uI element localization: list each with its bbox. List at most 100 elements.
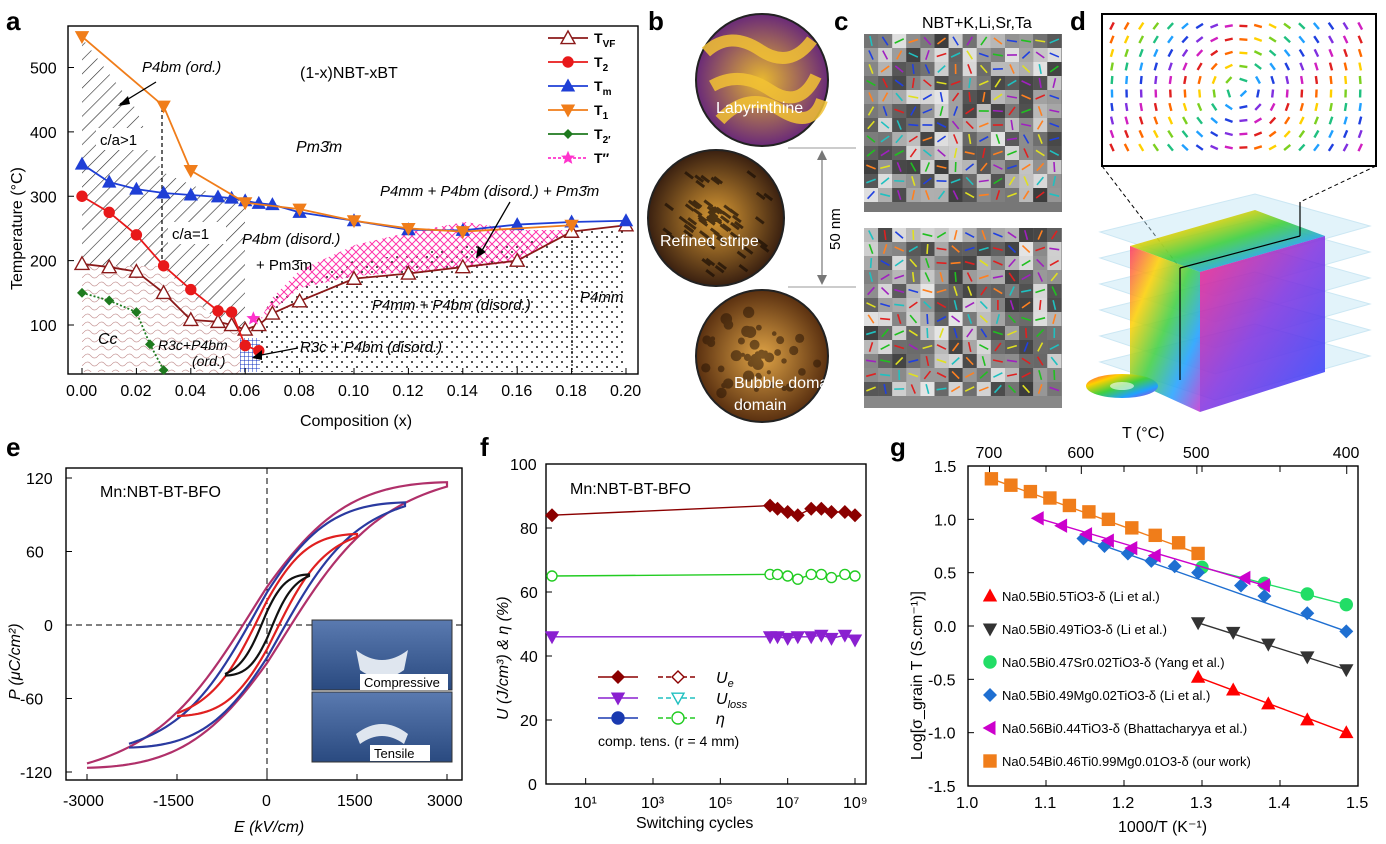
data-point [1256,578,1270,593]
inset-label-bg [360,674,448,690]
polar-arrow [923,79,932,87]
polar-arrow [1036,120,1044,130]
polar-arrow [880,302,891,308]
polar-arrow [1239,105,1248,109]
polar-arrow [894,344,905,350]
polar-arrow [1239,77,1248,83]
polar-arrow [1254,103,1262,111]
polar-arrow [1255,75,1261,85]
bubble-mark [737,337,745,345]
polar-arrow [924,64,931,74]
legend-label: Na0.5Bi0.49Mg0.02TiO3-δ (Li et al.) [1002,688,1210,703]
stripe-mark [694,174,705,183]
polar-arrow [992,232,1003,238]
polar-arrow [1152,35,1159,44]
polar-arrow [880,359,891,363]
data-point [101,258,118,274]
data-point [74,31,90,45]
polar-arrow [1181,35,1189,44]
polar-arrow [1052,299,1057,311]
legend-label: Tm [594,78,612,98]
y-tick-label: 0 [528,777,537,794]
polar-arrow [1283,35,1291,44]
polar-arrow [867,190,875,200]
data-point [129,181,144,195]
polar-arrow [910,162,917,172]
data-point [1237,570,1251,586]
polar-arrow [925,383,930,395]
polar-arrow [992,359,1003,363]
bubble-mark [701,363,711,373]
polar-arrow [1283,144,1292,151]
polar-arrow [951,342,960,352]
fit-line [1038,517,1265,587]
polar-arrow [908,95,919,99]
polar-arrow [869,35,873,47]
bubble-mark [749,339,760,350]
polar-arrow [1166,22,1174,30]
polar-arrow [868,64,874,74]
polar-arrow [1006,359,1018,363]
data-point [250,316,267,332]
polar-arrow [1110,75,1114,85]
polar-arrow [979,135,989,143]
polar-arrow [1357,129,1363,139]
data-point [77,287,87,298]
polar-arrow [908,288,919,294]
bubble-mark [755,372,762,379]
legend-label: T2 [594,54,609,74]
polar-arrow [1226,89,1232,98]
polar-arrow [992,53,1003,57]
polar-arrow [1342,129,1349,139]
polar-arrow [923,301,932,309]
polar-arrow [1181,130,1189,138]
stripe-mark [678,215,689,225]
polar-arrow [868,230,874,240]
polar-arrow [1153,102,1158,112]
polar-arrow [966,272,973,282]
polar-arrow [1328,48,1334,58]
polar-arrow [1224,50,1233,56]
polar-arrow [1021,244,1031,254]
stripe-mark [743,246,754,255]
polar-arrow [1139,62,1144,71]
polar-arrow [894,274,905,280]
polar-arrow [881,328,889,338]
polar-arrow [895,356,904,366]
polar-arrow [1153,48,1159,58]
data-point [790,631,805,645]
polar-arrow [936,315,947,323]
x-tick-label: -3000 [63,793,104,810]
polar-arrow [979,314,988,324]
polar-arrow [896,50,903,60]
polar-arrow [993,164,1003,170]
polar-arrow [953,147,958,159]
polar-arrow [1224,63,1233,70]
polar-arrow [995,189,1001,201]
bubble-mark [723,319,734,330]
data-point [185,283,197,296]
polar-arrow [1211,75,1217,85]
data-point [1079,527,1093,542]
polar-arrow [1050,356,1059,366]
data-point [1300,651,1315,665]
polar-arrow [936,387,947,391]
polar-arrow [1021,94,1031,100]
arrow-head [252,350,262,360]
stripe-mark [714,264,725,274]
polar-arrow [1283,130,1291,138]
polar-arrow [894,303,905,307]
polar-arrow [922,344,933,350]
polar-arrow [866,386,876,392]
polar-arrow [1210,144,1219,151]
polar-arrow [966,328,974,338]
polar-arrow [1357,143,1364,152]
stripe-mark [754,216,765,225]
data-point [1125,521,1139,535]
polar-arrow [867,106,875,116]
x-tick-label: 0.20 [610,383,641,400]
x-tick-label: 1.3 [1190,795,1212,812]
panel-c-polarization-maps: NBT+K,Li,Sr,Ta [864,15,1062,408]
data-point [1339,597,1354,612]
x-tick-label: 3000 [427,793,463,810]
